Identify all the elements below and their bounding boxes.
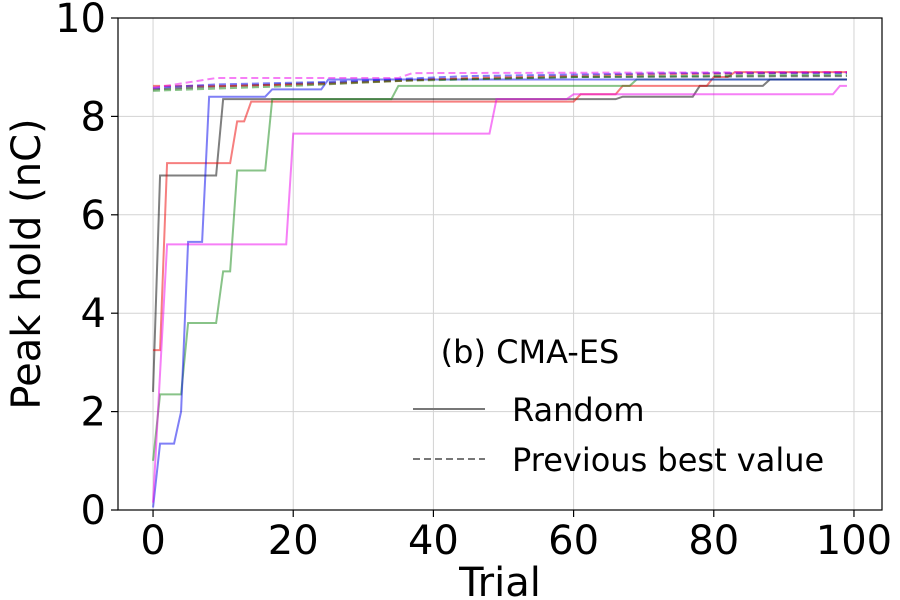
solid-series-line-3: [152, 78, 847, 508]
y-tick-label: 2: [81, 390, 106, 436]
dashed-series-line-7: [153, 73, 847, 92]
y-tick-label: 0: [81, 488, 106, 534]
x-tick-label: 100: [816, 518, 892, 564]
x-tick-label: 40: [408, 518, 459, 564]
solid-series-line-4: [152, 84, 847, 503]
y-axis-ticks: 0 2 4 6 8 10: [55, 0, 118, 534]
y-tick-label: 4: [81, 291, 106, 337]
legend-entries: Random Previous best value: [413, 391, 824, 479]
solid-series-line-0: [152, 78, 847, 392]
x-tick-label: 0: [140, 518, 165, 564]
legend-label: Previous best value: [512, 441, 824, 479]
dashed-series-line-9: [152, 71, 847, 89]
plot-frame: [117, 17, 883, 511]
legend-title: (b) CMA-ES: [441, 333, 620, 371]
y-tick-label: 10: [55, 0, 106, 42]
x-tick-label: 80: [688, 518, 739, 564]
y-tick-label: 8: [81, 94, 106, 140]
x-axis-label: Trial: [458, 560, 541, 600]
solid-series-line-1: [153, 71, 847, 352]
grid: [118, 17, 882, 511]
legend: (b) CMA-ES Random Previous best value: [413, 333, 824, 479]
y-tick-label: 6: [81, 193, 106, 239]
x-axis-ticks: 0 20 40 60 80 100: [140, 510, 892, 564]
x-tick-label: 60: [548, 518, 599, 564]
solid-series-line-2: [152, 78, 847, 461]
plot-lines: [152, 71, 847, 508]
x-tick-label: 20: [268, 518, 319, 564]
legend-label: Random: [512, 391, 644, 429]
y-axis-label: Peak hold (nC): [4, 118, 50, 409]
